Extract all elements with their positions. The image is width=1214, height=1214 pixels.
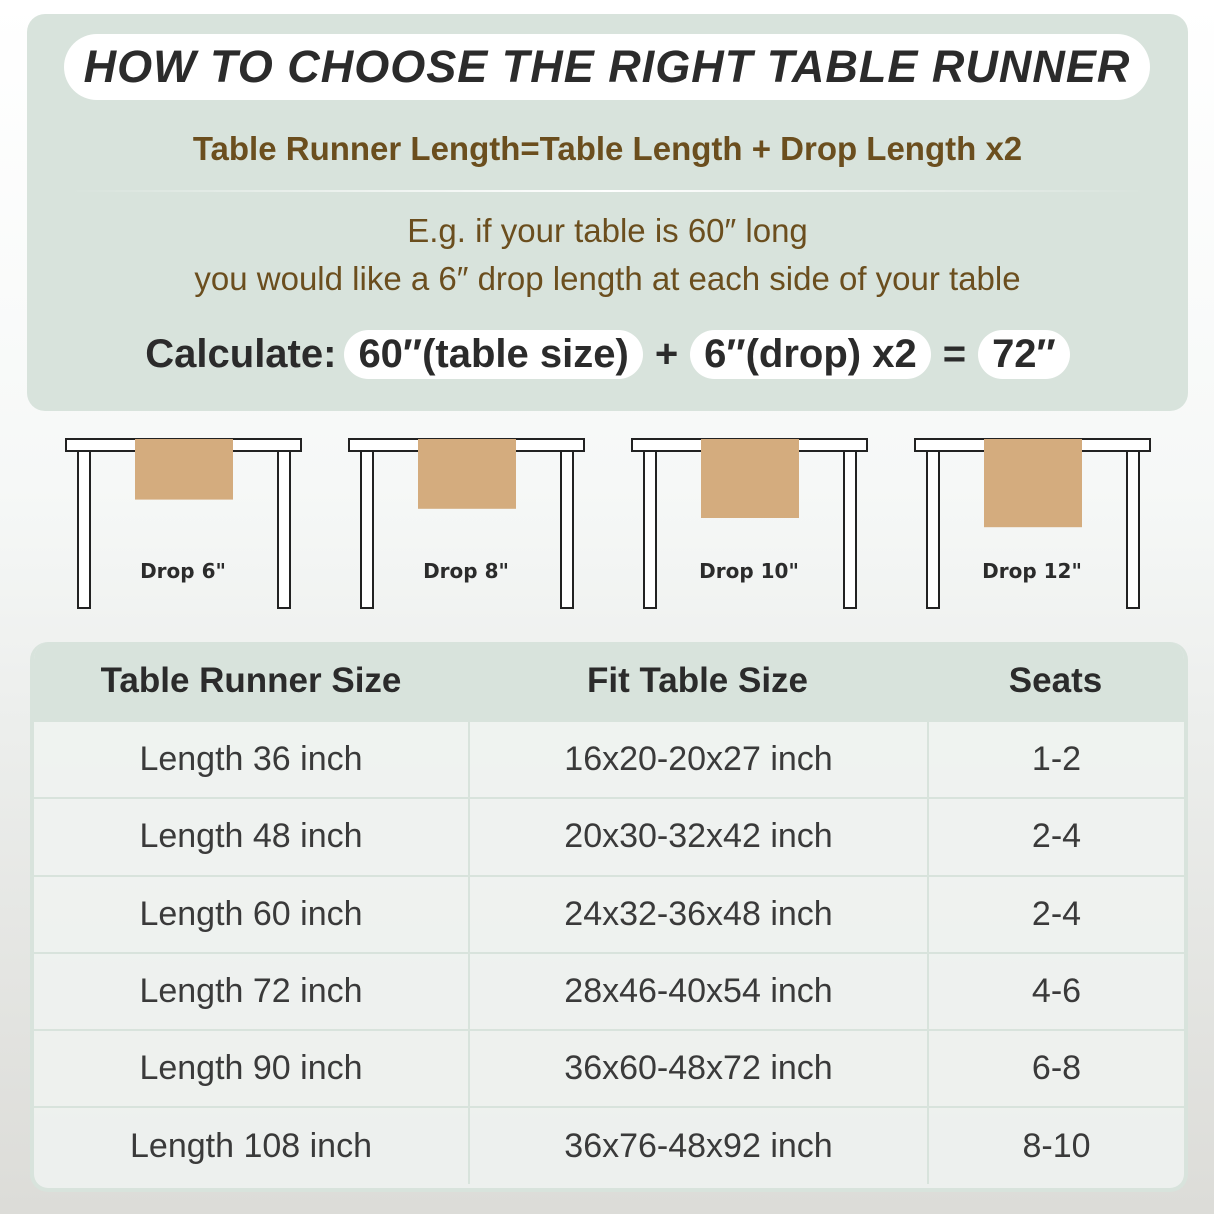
table-leg — [926, 450, 940, 609]
table-leg — [1126, 450, 1140, 609]
runner-size-cell: Length 108 inch — [130, 1126, 372, 1165]
equals-sign: = — [942, 332, 967, 376]
example-line-2: you would like a 6″ drop length at each … — [194, 260, 1021, 297]
header-runner-size: Table Runner Size — [100, 661, 402, 700]
runner-size-cell: Length 90 inch — [139, 1049, 363, 1088]
plus-sign: + — [654, 332, 679, 376]
fit-table-size-cell: 36x60-48x72 inch — [468, 1031, 927, 1107]
runner-size-cell: Length 60 inch — [139, 894, 363, 933]
instructions-panel: HOW TO CHOOSE THE RIGHT TABLE RUNNER Tab… — [27, 14, 1188, 411]
calculate-label: Calculate: — [145, 332, 337, 376]
table-header: Table Runner Size Fit Table Size Seats — [34, 642, 1184, 720]
runner-size-cell: Length 36 inch — [139, 740, 363, 779]
table-row: Length 60 inch 24x32-36x48 inch 2-4 — [34, 874, 1184, 952]
runner-size-cell: Length 72 inch — [139, 972, 363, 1011]
size-table: Table Runner Size Fit Table Size Seats L… — [30, 642, 1188, 1192]
table-runner — [418, 439, 516, 509]
page-title: HOW TO CHOOSE THE RIGHT TABLE RUNNER — [64, 34, 1150, 100]
divider — [67, 190, 1148, 192]
fit-table-size-cell: 16x20-20x27 inch — [468, 722, 927, 798]
table-runner — [984, 439, 1082, 528]
result-pill: 72″ — [978, 330, 1070, 379]
seats-cell: 2-4 — [927, 799, 1184, 875]
table-runner — [701, 439, 799, 518]
example-line-1: E.g. if your table is 60″ long — [407, 212, 808, 249]
drop-diagrams: Drop 6" Drop 8" Drop 10" Drop 12" — [65, 438, 1151, 609]
table-row: Length 108 inch 36x76-48x92 inch 8-10 — [34, 1106, 1184, 1184]
table-leg — [643, 450, 657, 609]
table-row: Length 48 inch 20x30-32x42 inch 2-4 — [34, 797, 1184, 875]
formula: Table Runner Length=Table Length + Drop … — [192, 130, 1023, 167]
drop-pill: 6″(drop) x2 — [690, 330, 931, 379]
table-row: Length 36 inch 16x20-20x27 inch 1-2 — [34, 720, 1184, 798]
header-seats: Seats — [1008, 661, 1103, 700]
table-leg — [277, 450, 291, 609]
table-leg — [843, 450, 857, 609]
fit-table-size-cell: 36x76-48x92 inch — [468, 1108, 927, 1184]
table-row: Length 72 inch 28x46-40x54 inch 4-6 — [34, 951, 1184, 1030]
drop-label: Drop 6" — [140, 559, 226, 583]
seats-cell: 2-4 — [927, 876, 1184, 952]
runner-size-cell: Length 48 inch — [139, 817, 363, 856]
drop-label: Drop 10" — [699, 559, 799, 583]
seats-cell: 6-8 — [927, 1031, 1184, 1107]
drop-label: Drop 12" — [982, 559, 1082, 583]
table-leg — [560, 450, 574, 609]
seats-cell: 1-2 — [927, 722, 1184, 798]
header-fit-table-size: Fit Table Size — [586, 661, 809, 700]
calculation: Calculate: 60″(table size) + 6″(drop) x2… — [27, 330, 1188, 379]
seats-cell: 4-6 — [927, 953, 1184, 1030]
drop-label: Drop 8" — [423, 559, 509, 583]
table-leg — [360, 450, 374, 609]
table-runner — [135, 439, 233, 500]
table-row: Length 90 inch 36x60-48x72 inch 6-8 — [34, 1029, 1184, 1107]
seats-cell: 8-10 — [927, 1108, 1184, 1184]
table-leg — [77, 450, 91, 609]
fit-table-size-cell: 20x30-32x42 inch — [468, 799, 927, 875]
fit-table-size-cell: 28x46-40x54 inch — [468, 953, 927, 1030]
fit-table-size-cell: 24x32-36x48 inch — [468, 876, 927, 952]
table-size-pill: 60″(table size) — [344, 330, 643, 379]
